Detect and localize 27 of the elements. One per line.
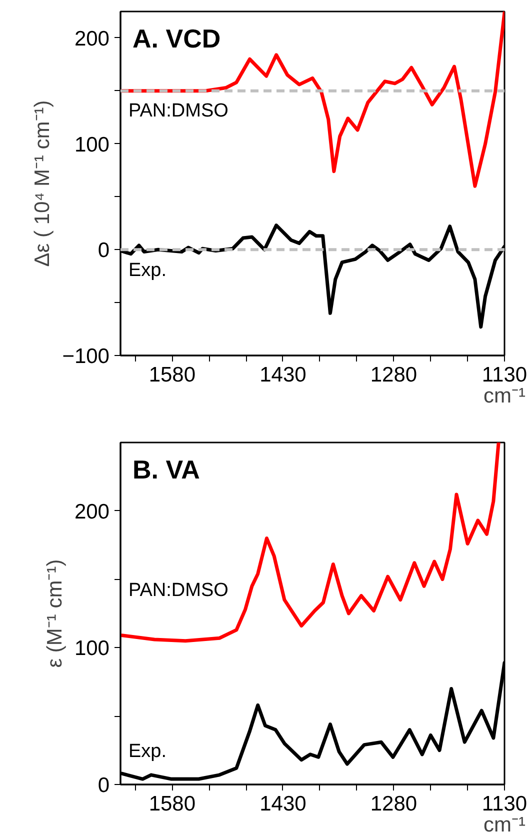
y-tick-label: 100 [74,637,110,660]
x-tick-label: 1130 [482,792,528,816]
series-label: Exp. [128,741,167,762]
y-tick-label: 100 [74,133,110,156]
series-label: Exp. [128,260,167,282]
text: A. VCD [132,24,221,54]
x-axis-title: cm⁻¹ [484,384,526,408]
x-tick-label: 1430 [260,364,306,386]
y-axis-title: ε (M⁻¹ cm⁻¹) [43,559,66,668]
x-tick-label: 1130 [482,364,528,386]
y-tick-label: 0 [98,239,110,262]
x-axis-title: cm⁻¹ [484,814,526,836]
series-label: PAN:DMSO [128,100,228,122]
x-tick-label: 1580 [148,364,196,386]
line-series [120,442,500,643]
y-tick-label: −100 [62,345,110,368]
y-tick-label: 0 [98,774,110,797]
x-tick-label: 1280 [370,364,418,386]
y-tick-label: 200 [74,27,110,50]
y-axis-title: Δε ( 10⁴ M⁻¹ cm⁻¹) [31,100,54,267]
line-series [120,12,504,188]
series-label: PAN:DMSO [128,580,228,601]
x-tick-label: 1430 [260,792,306,816]
x-tick-label: 1580 [148,792,196,816]
x-tick-label: 1280 [370,792,418,816]
y-tick-label: 200 [74,500,110,524]
text: B. VA [132,454,200,484]
